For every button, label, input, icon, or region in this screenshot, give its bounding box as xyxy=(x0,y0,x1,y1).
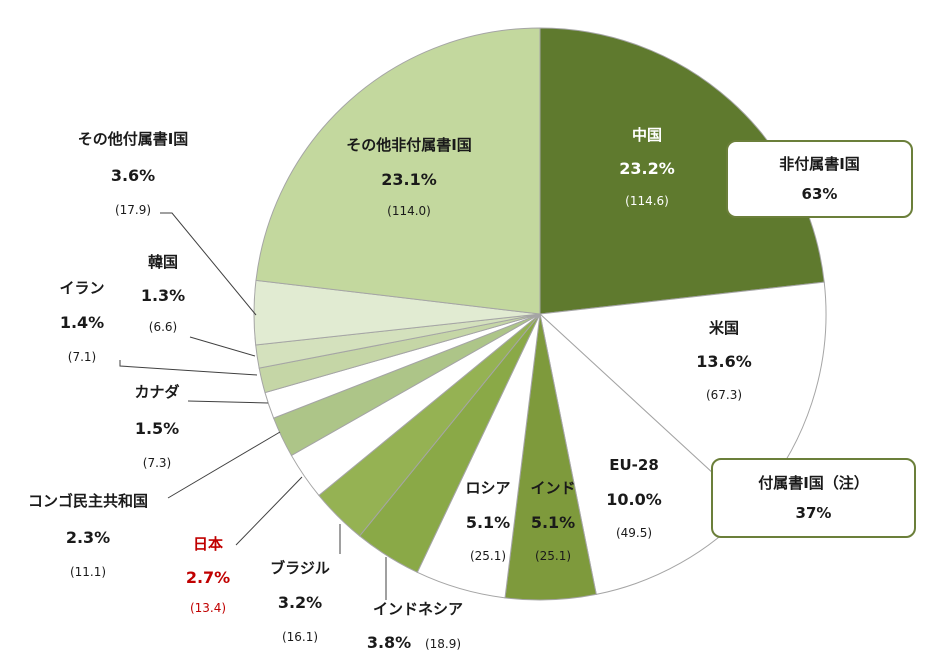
slice-label-russia-name: ロシア xyxy=(465,479,510,497)
slice-label-congo-value: (11.1) xyxy=(70,565,106,579)
pie-slices xyxy=(253,27,827,601)
slice-label-indonesia-value: (18.9) xyxy=(425,637,461,651)
slice-label-brazil-value: (16.1) xyxy=(282,630,318,644)
callout-non-annex-title: 非付属書I国 xyxy=(779,155,860,173)
slice-label-korea-name: 韓国 xyxy=(148,253,178,271)
slice-label-japan-value: (13.4) xyxy=(190,601,226,615)
slice-label-congo-pct: 2.3% xyxy=(66,528,110,547)
slice-label-usa-name: 米国 xyxy=(709,319,739,337)
slice-label-usa-pct: 13.6% xyxy=(696,352,752,371)
slice-label-korea-pct: 1.3% xyxy=(141,286,185,305)
slice-label-eu-value: (49.5) xyxy=(616,526,652,540)
pie-slice-13 xyxy=(255,27,541,315)
slice-label-iran-name: イラン xyxy=(59,279,104,297)
slice-label-canada-name: カナダ xyxy=(134,383,179,401)
slice-label-other-nonannex-value: (114.0) xyxy=(387,204,431,218)
leader-line-japan xyxy=(235,476,303,546)
slice-label-iran-pct: 1.4% xyxy=(60,313,104,332)
slice-label-russia-pct: 5.1% xyxy=(466,513,510,532)
pie-slice-0 xyxy=(539,27,825,315)
slice-label-korea-value: (6.6) xyxy=(149,320,177,334)
leader-lines xyxy=(119,212,387,600)
slice-label-eu-pct: 10.0% xyxy=(606,490,662,509)
slice-label-russia-value: (25.1) xyxy=(470,549,506,563)
slice-label-india-pct: 5.1% xyxy=(531,513,575,532)
slice-label-usa-value: (67.3) xyxy=(706,388,742,402)
slice-label-canada-value: (7.3) xyxy=(143,456,171,470)
slice-label-china-pct: 23.2% xyxy=(619,159,675,178)
slice-label-canada-pct: 1.5% xyxy=(135,419,179,438)
slice-label-indonesia-name: インドネシア xyxy=(373,600,463,618)
leader-line-canada xyxy=(187,400,269,404)
slice-label-brazil-name: ブラジル xyxy=(270,559,330,577)
slice-label-other-nonannex-name: その他非付属書I国 xyxy=(346,136,472,154)
slice-label-china-value: (114.6) xyxy=(625,194,669,208)
slice-label-india-name: インド xyxy=(530,479,575,497)
slice-label-india-value: (25.1) xyxy=(535,549,571,563)
slice-label-other-annex-pct: 3.6% xyxy=(111,166,155,185)
slice-label-iran-value: (7.1) xyxy=(68,350,96,364)
slice-label-china-name: 中国 xyxy=(632,126,662,144)
slice-label-other-nonannex-pct: 23.1% xyxy=(381,170,437,189)
callout-annex-pct: 37% xyxy=(795,504,832,522)
slice-label-japan-name: 日本 xyxy=(193,535,223,553)
slice-label-congo-name: コンゴ民主共和国 xyxy=(28,492,148,510)
slice-label-japan-pct: 2.7% xyxy=(186,568,230,587)
callout-annex-title: 付属書I国（注） xyxy=(758,474,869,492)
slice-label-brazil-pct: 3.2% xyxy=(278,593,322,612)
leader-line-iran xyxy=(119,360,258,376)
callout-non-annex: 非付属書I国 63% xyxy=(726,140,913,218)
slice-label-other-annex-name: その他付属書I国 xyxy=(78,130,189,148)
slice-label-eu-name: EU-28 xyxy=(609,456,659,474)
leader-line-korea xyxy=(189,336,256,357)
callout-annex: 付属書I国（注） 37% xyxy=(711,458,916,538)
leader-line-congo xyxy=(167,431,281,499)
callout-non-annex-pct: 63% xyxy=(801,185,838,203)
slice-label-indonesia-pct: 3.8% xyxy=(367,633,411,652)
slice-label-other-annex-value: (17.9) xyxy=(115,203,151,217)
leader-line-other-annex xyxy=(160,212,257,316)
